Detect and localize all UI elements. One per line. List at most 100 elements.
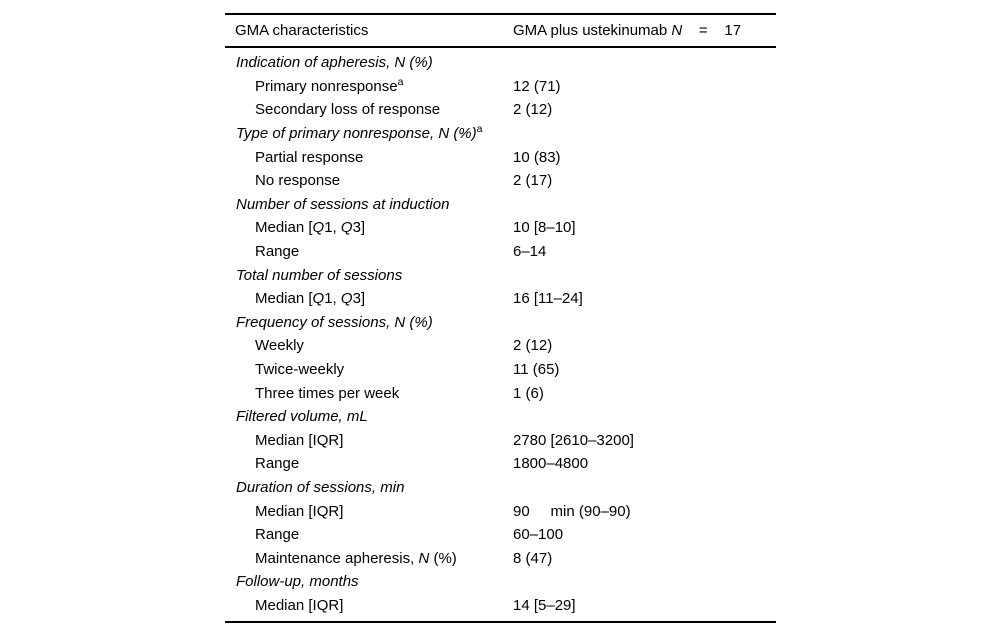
table-row: Follow-up, months [225,570,776,594]
text-segment: Range [255,243,300,261]
text-segment: 1, [324,290,341,308]
text-segment: 1, [324,219,341,237]
header-gma-characteristics: GMA characteristics [235,22,369,39]
text-segment: = 17 [682,22,742,39]
text-segment: Duration of sessions, min [236,478,405,496]
table-row: Median [Q1, Q3] 16 [11–24] [225,287,776,311]
text-segment: Twice-weekly [255,361,345,379]
row-label: Secondary loss of response [225,101,513,118]
text-segment: GMA plus ustekinumab [513,22,672,39]
table-row: Maintenance apheresis, N (%) 8 (47) [225,546,776,570]
text-segment: Range [255,526,300,544]
table-row: No response 2 (17) [225,169,776,193]
row-label: Type of primary nonresponse, N (%)a [225,123,513,142]
row-label: Total number of sessions [225,267,513,284]
table-row: Primary nonresponsea 12 (71) [225,75,776,99]
table-top-rule [225,13,776,15]
row-label: Number of sessions at induction [225,196,513,213]
row-value: 11 (65) [513,361,560,379]
text-segment: Q [340,219,353,237]
table-row: Median [Q1, Q3] 10 [8–10] [225,216,776,240]
text-segment: Three times per week [255,384,400,402]
table-row: Range 60–100 [225,523,776,547]
row-label: Weekly [225,337,513,354]
text-segment: Q [312,219,325,237]
table-row: Partial response 10 (83) [225,145,776,169]
text-segment: Median [IQR] [255,431,344,449]
text-segment: 3] [352,219,366,237]
footnote-marker: a [397,75,404,88]
row-value: 8 (47) [513,549,553,567]
row-label: Median [IQR] [225,432,513,449]
table-row: Median [IQR] 14 [5–29] [225,594,776,618]
table-row: Duration of sessions, min [225,476,776,500]
row-label: Median [Q1, Q3] [225,219,513,236]
text-segment: Indication of apheresis, N (%) [236,54,433,72]
row-value: 90 min (90–90) [513,502,631,520]
table-row: Type of primary nonresponse, N (%)a [225,122,776,146]
text-segment: Follow-up, months [236,573,359,591]
text-segment: Median [IQR] [255,502,344,520]
row-label: Maintenance apheresis, N (%) [225,550,513,567]
row-value: 16 [11–24] [513,290,583,308]
row-value: 10 (83) [513,148,561,166]
table-bottom-rule [225,621,776,624]
row-value: 12 (71) [513,77,561,95]
characteristics-table: GMA characteristics GMA plus ustekinumab… [225,13,776,624]
row-label: Partial response [225,149,513,166]
row-value: 6–14 [513,243,547,261]
text-segment: N [671,22,683,39]
text-segment: (%) [429,549,457,567]
text-segment: Total number of sessions [236,266,403,284]
row-label: Filtered volume, mL [225,408,513,425]
table-row: Median [IQR] 2780 [2610–3200] [225,429,776,453]
table-row: Secondary loss of response 2 (12) [225,98,776,122]
row-label: Median [IQR] [225,503,513,520]
table-row: Twice-weekly 11 (65) [225,358,776,382]
row-value: 1800–4800 [513,455,589,473]
text-segment: 3] [352,290,366,308]
table-row: Three times per week 1 (6) [225,381,776,405]
text-segment: No response [255,172,341,190]
row-value: 60–100 [513,526,564,544]
row-label: Three times per week [225,385,513,402]
row-label: Range [225,243,513,260]
row-label: Range [225,455,513,472]
text-segment: Frequency of sessions, N (%) [236,313,433,331]
table-row: Indication of apheresis, N (%) [225,51,776,75]
text-segment: Median [IQR] [255,596,344,614]
header-bottom-rule [225,46,776,48]
text-segment: Range [255,455,300,473]
table-header-row: GMA characteristics GMA plus ustekinumab… [225,15,776,46]
header-gma-plus-ustekinumab: GMA plus ustekinumab N = 17 [513,22,776,39]
row-value: 2 (17) [513,172,553,190]
row-label: Duration of sessions, min [225,479,513,496]
row-label: No response [225,172,513,189]
text-segment: Median [ [255,219,313,237]
text-segment: Secondary loss of response [255,101,441,119]
table-row: Number of sessions at induction [225,193,776,217]
row-value: 10 [8–10] [513,219,576,237]
row-label: Follow-up, months [225,573,513,590]
row-label: Range [225,526,513,543]
row-label: Twice-weekly [225,361,513,378]
row-value: 2780 [2610–3200] [513,431,634,449]
row-value: 2 (12) [513,101,553,119]
table-row: Filtered volume, mL [225,405,776,429]
text-segment: Primary nonresponse [255,77,398,95]
table-row: Weekly 2 (12) [225,334,776,358]
text-segment: Weekly [255,337,304,355]
row-label: Median [IQR] [225,597,513,614]
row-label: Median [Q1, Q3] [225,290,513,307]
row-value: 2 (12) [513,337,553,355]
table-row: Total number of sessions [225,263,776,287]
text-segment: Partial response [255,148,364,166]
text-segment: N [418,549,430,567]
table-row: Range 1800–4800 [225,452,776,476]
text-segment: Q [340,290,353,308]
row-value: 1 (6) [513,384,544,402]
text-segment: Filtered volume, mL [236,408,368,426]
row-value: 14 [5–29] [513,596,576,614]
footnote-marker: a [476,123,483,136]
table-row: Median [IQR] 90 min (90–90) [225,499,776,523]
